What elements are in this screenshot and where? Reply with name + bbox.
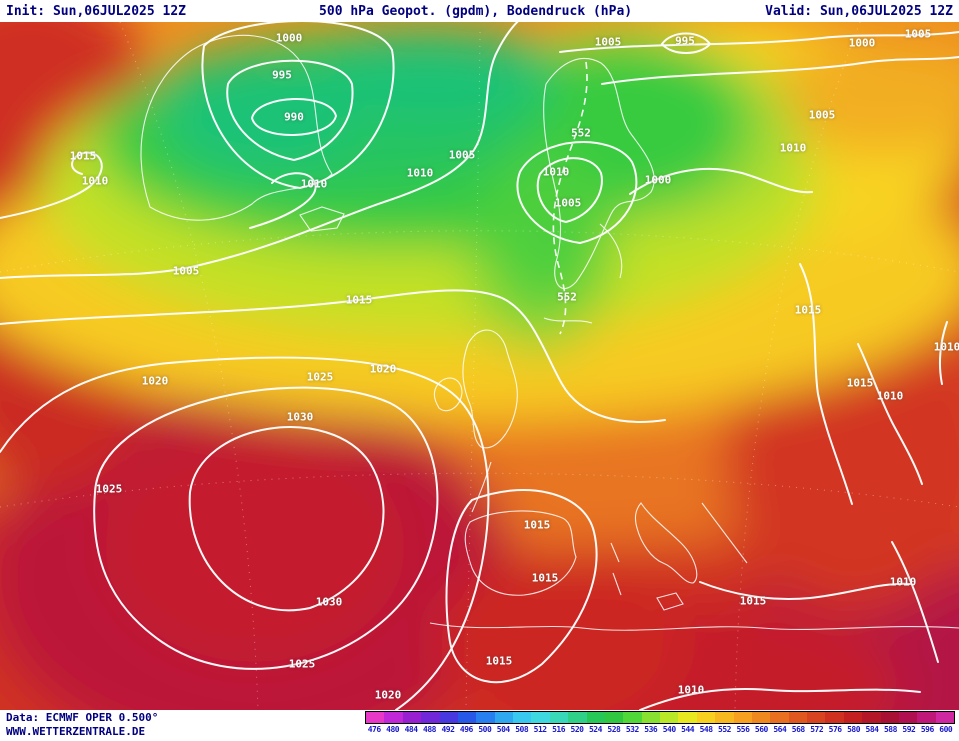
data-source: Data: ECMWF OPER 0.500° [6,711,159,724]
weather-map-graphic [0,22,959,710]
colorbar-tick: 516 [552,725,566,734]
colorbar-segment [623,712,642,723]
colorbar-segment [568,712,587,723]
website: WWW.WETTERZENTRALE.DE [6,725,146,739]
colorbar-segment [862,712,881,723]
colorbar-segment [457,712,477,723]
colorbar-segment [384,712,403,723]
colorbar-segment [604,712,624,723]
colorbar-tick: 560 [754,725,768,734]
map-area: 1015 1010 1000 995 990 1010 1005 1005 1010 1010 10… [0,22,959,710]
colorbar-tick: 544 [681,725,695,734]
colorbar-segment [641,712,660,723]
graticule-dots [0,22,959,710]
colorbar-segment [660,712,679,723]
colorbar: 476 480 484 488 492 496 500 504 508 512 516 520 524 5… [365,711,955,734]
coastlines-layer [140,34,959,631]
colorbar-segment [898,712,918,723]
colorbar-tick: 592 [902,725,916,734]
colorbar-tick: 572 [810,725,824,734]
colorbar-tick: 504 [496,725,510,734]
colorbar-tick: 588 [883,725,897,734]
colorbar-tick: 476 [367,725,381,734]
isobar-lines [0,22,959,710]
colorbar-segment [476,712,495,723]
map-footer: Data: ECMWF OPER 0.500° WWW.WETTERZENTRA… [0,710,959,741]
colorbar-tick: 496 [459,725,473,734]
colorbar-tick: 532 [625,725,639,734]
colorbar-segment [586,712,605,723]
colorbar-tick: 600 [939,725,953,734]
colorbar-tick: 564 [773,725,787,734]
colorbar-segment [549,712,569,723]
colorbar-tick: 580 [847,725,861,734]
colorbar-segment [843,712,863,723]
colorbar-segment [751,712,771,723]
colorbar-segment [439,712,458,723]
colorbar-tick: 584 [865,725,879,734]
colorbar-segments [365,711,955,724]
map-title: 500 hPa Geopot. (gpdm), Bodendruck (hPa) [319,3,633,19]
colorbar-segment [402,712,422,723]
colorbar-segment [733,712,752,723]
colorbar-tick: 500 [478,725,492,734]
colorbar-segment [788,712,807,723]
colorbar-tick: 492 [441,725,455,734]
colorbar-tick: 536 [644,725,658,734]
colorbar-tick: 480 [386,725,400,734]
colorbar-tick: 540 [662,725,676,734]
geopotential-dashed-line [552,61,588,335]
colorbar-segment [715,712,734,723]
colorbar-segment [770,712,789,723]
colorbar-tick: 528 [607,725,621,734]
colorbar-segment [825,712,844,723]
colorbar-tick: 552 [718,725,731,734]
colorbar-segment [807,712,826,723]
colorbar-tick: 488 [423,725,436,734]
colorbar-segment [880,712,899,723]
colorbar-segment [513,712,532,723]
colorbar-tick: 576 [828,725,842,734]
colorbar-segment [421,712,440,723]
colorbar-segment [366,712,385,723]
colorbar-tick: 596 [920,725,934,734]
colorbar-segment [696,712,716,723]
colorbar-segment [917,712,936,723]
colorbar-segment [494,712,513,723]
valid-label: Valid: Sun,06JUL2025 12Z [765,3,953,19]
colorbar-segment [935,712,954,723]
colorbar-ticks: 476 480 484 488 492 496 500 504 508 512 516 520 524 5… [365,725,955,734]
init-label: Init: Sun,06JUL2025 12Z [6,3,187,19]
colorbar-tick: 508 [515,725,529,734]
colorbar-tick: 484 [404,725,418,734]
colorbar-tick: 548 [699,725,713,734]
map-header: Init: Sun,06JUL2025 12Z 500 hPa Geopot. … [0,0,959,22]
colorbar-tick: 520 [570,725,584,734]
colorbar-tick: 512 [533,725,547,734]
colorbar-tick: 556 [736,725,750,734]
colorbar-tick: 568 [791,725,805,734]
colorbar-segment [531,712,550,723]
colorbar-segment [678,712,697,723]
colorbar-tick: 524 [588,725,602,734]
